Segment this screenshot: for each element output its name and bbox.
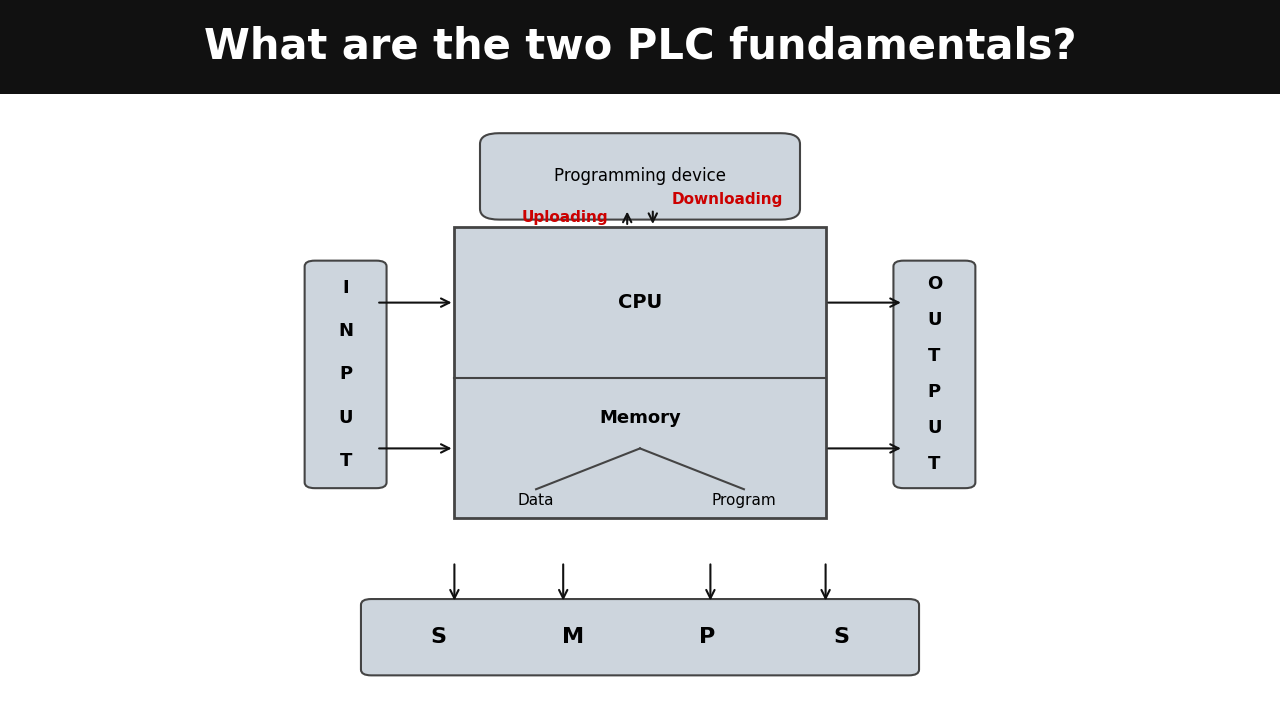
Text: Downloading: Downloading <box>672 192 783 207</box>
Text: U: U <box>927 311 942 330</box>
Text: CPU: CPU <box>618 293 662 312</box>
Text: T: T <box>928 455 941 474</box>
Text: S: S <box>833 627 850 647</box>
Text: Data: Data <box>518 492 554 508</box>
Text: Programming device: Programming device <box>554 167 726 185</box>
Text: T: T <box>928 348 941 366</box>
Text: Memory: Memory <box>599 409 681 427</box>
Text: Program: Program <box>712 492 776 508</box>
FancyBboxPatch shape <box>893 261 975 488</box>
Text: P: P <box>928 383 941 402</box>
Bar <box>454 227 826 518</box>
Text: U: U <box>338 409 353 426</box>
FancyBboxPatch shape <box>305 261 387 488</box>
FancyBboxPatch shape <box>361 599 919 675</box>
FancyBboxPatch shape <box>480 133 800 220</box>
Bar <box>0 0 1280 94</box>
Text: P: P <box>339 366 352 383</box>
Text: T: T <box>339 452 352 470</box>
Text: M: M <box>562 627 584 647</box>
Text: I: I <box>342 279 349 297</box>
Text: U: U <box>927 419 942 438</box>
Text: P: P <box>699 627 716 647</box>
Text: Uploading: Uploading <box>521 210 608 225</box>
Text: S: S <box>430 627 447 647</box>
Text: What are the two PLC fundamentals?: What are the two PLC fundamentals? <box>204 26 1076 68</box>
Text: O: O <box>927 276 942 294</box>
Text: N: N <box>338 323 353 341</box>
